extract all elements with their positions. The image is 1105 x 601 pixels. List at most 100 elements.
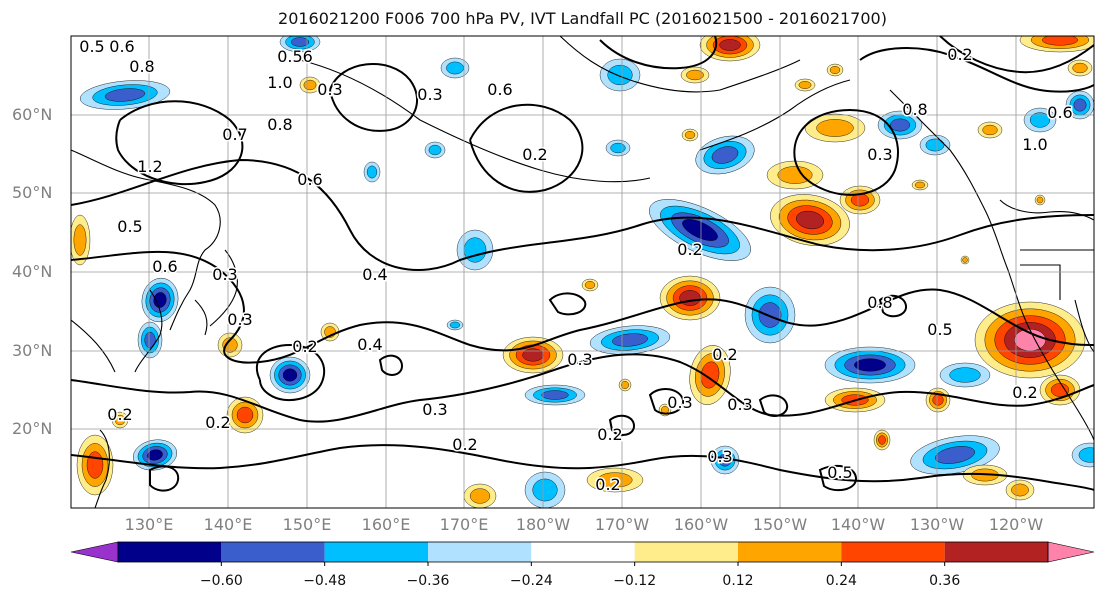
shade-level: [686, 69, 704, 81]
ivt-anomaly: [695, 135, 755, 175]
ivt-anomaly: [1019, 36, 1094, 53]
lat-label: 60°N: [12, 105, 53, 124]
shade-level: [962, 257, 968, 263]
shade-level: [1078, 447, 1094, 463]
ivt-anomaly: [599, 58, 641, 92]
contour-label: 0.8: [129, 57, 154, 76]
pv-contour: [818, 464, 857, 492]
ivt-anomaly: [589, 325, 671, 355]
contour-label: 0.3: [707, 447, 732, 466]
ivt-anomaly: [1005, 479, 1035, 501]
shade-level: [982, 124, 998, 136]
coastline: [134, 289, 163, 373]
coastline: [71, 319, 116, 373]
pv-contour: [71, 158, 1094, 271]
coastline: [194, 299, 208, 336]
ivt-anomaly: [111, 411, 129, 429]
pv-contour: [71, 444, 1094, 491]
coastline: [889, 89, 1094, 441]
ivt-anomaly: [269, 356, 311, 394]
coastline: [71, 149, 221, 331]
ivt-anomaly: [873, 429, 891, 451]
ivt-anomaly: [226, 396, 264, 434]
lon-label: 170°W: [594, 515, 650, 534]
colorbar-tick-label: 0.12: [722, 573, 754, 589]
contour-label: 0.8: [867, 293, 892, 312]
ivt-anomaly: [1067, 59, 1093, 77]
coastline: [559, 36, 801, 93]
shade-level: [1073, 98, 1087, 112]
contour-label: 0.6: [297, 170, 322, 189]
pv-contour: [599, 36, 718, 70]
contour-label: 0.3: [727, 395, 752, 414]
shade-level: [584, 281, 596, 289]
contour-labels: 0.5 0.60.80.561.0 0.30.70.81.20.60.50.6 0.3…: [78, 36, 1074, 496]
contour-label: 1.2: [137, 157, 162, 176]
pv-contour: [255, 343, 326, 402]
shade-level: [621, 381, 629, 389]
contour-label: 0.4: [357, 335, 382, 354]
shade-level: [798, 81, 812, 89]
ivt-anomaly: [217, 332, 243, 358]
colorbar-tick-label: −0.60: [199, 573, 243, 589]
contour-label: 0.2: [595, 475, 620, 494]
shade-level: [147, 449, 163, 461]
contour-label: 0.3: [212, 265, 237, 284]
ivt-anomaly: [1023, 107, 1057, 133]
lon-label: 170°E: [439, 515, 489, 534]
ivt-anomaly: [699, 36, 761, 62]
shade-level: [73, 224, 87, 256]
ivt-anomaly: [456, 229, 494, 271]
colorbar: [70, 541, 1095, 566]
pv-contour: [548, 292, 587, 316]
shade-level: [446, 61, 464, 75]
colorbar-frame: [117, 541, 1049, 563]
coastline: [1074, 299, 1094, 353]
pv-contour: [71, 353, 1094, 423]
contour-label: 0.4: [362, 265, 387, 284]
colorbar-tick-label: −0.48: [303, 573, 347, 589]
pv-contour: [71, 250, 1094, 364]
shade-level: [366, 165, 378, 179]
shade-level: [428, 144, 442, 156]
shade-level: [878, 435, 886, 445]
pv-contour: [939, 36, 1094, 74]
contour-label: 0.5: [927, 320, 952, 339]
pv-contours: [71, 36, 1094, 492]
shade-level: [86, 451, 104, 479]
ivt-anomaly: [939, 362, 991, 388]
pv-contour: [608, 414, 636, 436]
shade-level: [222, 337, 238, 353]
contour-label: 0.5: [79, 37, 104, 56]
ivt-anomaly: [1039, 374, 1081, 406]
ivt-anomaly: [1065, 90, 1094, 120]
lat-label: 20°N: [12, 419, 53, 438]
contour-label: 0.2: [712, 345, 737, 364]
coastline: [94, 429, 110, 508]
ivt-anomaly: [424, 141, 446, 159]
shade-level: [532, 478, 558, 502]
shade-level: [890, 118, 910, 132]
colorbar-tick-label: −0.24: [509, 573, 553, 589]
pv-contour: [758, 394, 789, 417]
colorbar-bin: [531, 542, 635, 562]
lon-label: 150°E: [282, 515, 332, 534]
gridlines: [71, 36, 1094, 508]
ivt-anomaly: [79, 80, 171, 110]
shade-level: [114, 414, 126, 426]
shade-level: [949, 367, 981, 383]
ivt-anomaly: [974, 301, 1086, 379]
shade-level: [597, 472, 633, 488]
shade-level: [282, 368, 298, 382]
shade-level: [796, 210, 824, 230]
lat-label: 30°N: [12, 341, 53, 360]
contour-label: 0.2: [597, 425, 622, 444]
ivt-anomaly: [1034, 194, 1046, 206]
contour-label: 0.2: [292, 337, 317, 356]
shade-level: [1042, 36, 1078, 46]
shade-level: [854, 358, 886, 372]
contour-label: 0.5: [827, 463, 852, 482]
colorbar-bin: [841, 542, 945, 562]
lon-label: 150°W: [752, 515, 808, 534]
